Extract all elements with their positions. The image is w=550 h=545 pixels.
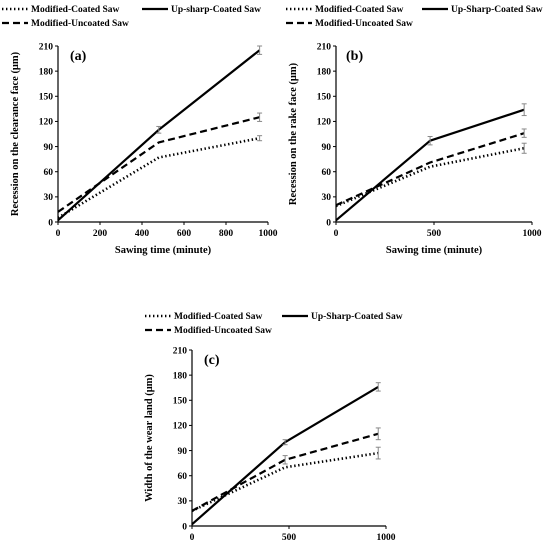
error-bar (521, 103, 527, 117)
y-tick-label: 150 (173, 397, 188, 407)
x-tick-label: 0 (56, 229, 61, 239)
y-axis-label: Width of the wear land (μm) (144, 374, 155, 502)
series-line (57, 116, 260, 213)
x-tick-label: 1000 (523, 229, 542, 239)
x-tick-label: 0 (190, 533, 195, 543)
y-tick-label: 60 (44, 168, 54, 178)
x-tick-label: 600 (177, 229, 192, 239)
x-tick-label: 500 (282, 533, 297, 543)
y-axis-label: Recession on the clearance face (μm) (10, 51, 21, 216)
series-line (57, 136, 260, 219)
panel-label: (b) (346, 49, 363, 64)
legend-label: Modified-Uncoated Saw (315, 19, 413, 29)
error-bar (257, 135, 263, 142)
error-bar (375, 446, 381, 460)
error-bar (282, 455, 288, 465)
error-bar (282, 439, 288, 446)
legend-label: Modified-Uncoated Saw (31, 19, 129, 29)
x-tick-label: 800 (219, 229, 234, 239)
x-tick-label: 0 (334, 229, 339, 239)
series-line (57, 49, 261, 222)
panel-label: (a) (70, 49, 87, 64)
y-tick-label: 180 (39, 67, 54, 77)
series-line (191, 432, 379, 512)
legend-label: Modified-Coated Saw (31, 5, 120, 15)
y-tick-label: 60 (178, 472, 188, 482)
error-bar (521, 142, 527, 154)
x-tick-label: 500 (427, 229, 442, 239)
error-bar (375, 382, 381, 392)
legend-label: Up-sharp-Coated Saw (171, 5, 261, 15)
y-tick-label: 0 (182, 522, 187, 532)
error-bar (375, 427, 381, 441)
y-tick-label: 0 (48, 218, 53, 228)
y-tick-label: 60 (322, 168, 332, 178)
panel-b: Modified-Coated Saw Up-Sharp-Coated Saw Mo… (286, 5, 543, 256)
error-bar (257, 45, 263, 55)
x-tick-label: 200 (93, 229, 108, 239)
y-tick-label: 180 (173, 371, 188, 381)
y-tick-label: 150 (317, 93, 332, 103)
y-tick-label: 90 (178, 447, 188, 457)
y-tick-label: 90 (44, 143, 54, 153)
x-axis-label: Sawing time (minute) (115, 245, 212, 256)
y-axis-label: Recession on the rake face (μm) (288, 62, 299, 205)
y-tick-label: 210 (39, 42, 54, 52)
y-tick-label: 30 (44, 193, 54, 203)
y-tick-label: 210 (317, 42, 332, 52)
panel-a: Modified-Coated Saw Up-sharp-Coated Saw Mo… (2, 5, 278, 256)
y-tick-label: 150 (39, 93, 54, 103)
y-tick-label: 120 (173, 422, 188, 432)
error-bar (257, 112, 263, 122)
y-tick-label: 120 (39, 118, 54, 128)
legend-label: Modified-Uncoated Saw (174, 326, 272, 336)
y-tick-label: 210 (173, 346, 188, 356)
legend-label: Modified-Coated Saw (315, 5, 404, 15)
legend-label: Up-Sharp-Coated Saw (451, 5, 543, 15)
y-tick-label: 120 (317, 118, 332, 128)
series-line (335, 132, 525, 207)
y-tick-label: 180 (317, 67, 332, 77)
series-line (335, 108, 525, 222)
panel-label: (c) (204, 353, 220, 368)
error-bar (427, 136, 433, 146)
error-bar (521, 128, 527, 138)
panel-c: Modified-Coated Saw Up-Sharp-Coated Saw Mo… (144, 312, 403, 543)
legend-label: Up-Sharp-Coated Saw (311, 312, 403, 322)
x-tick-label: 1000 (377, 533, 396, 543)
legend-label: Modified-Coated Saw (174, 312, 263, 322)
x-axis-label: Sawing time (minute) (386, 245, 483, 256)
y-tick-label: 30 (322, 193, 332, 203)
error-bar (156, 125, 162, 134)
y-tick-label: 30 (178, 497, 188, 507)
y-tick-label: 0 (326, 218, 331, 228)
x-tick-label: 400 (135, 229, 150, 239)
x-tick-label: 1000 (259, 229, 278, 239)
y-tick-label: 90 (322, 143, 332, 153)
